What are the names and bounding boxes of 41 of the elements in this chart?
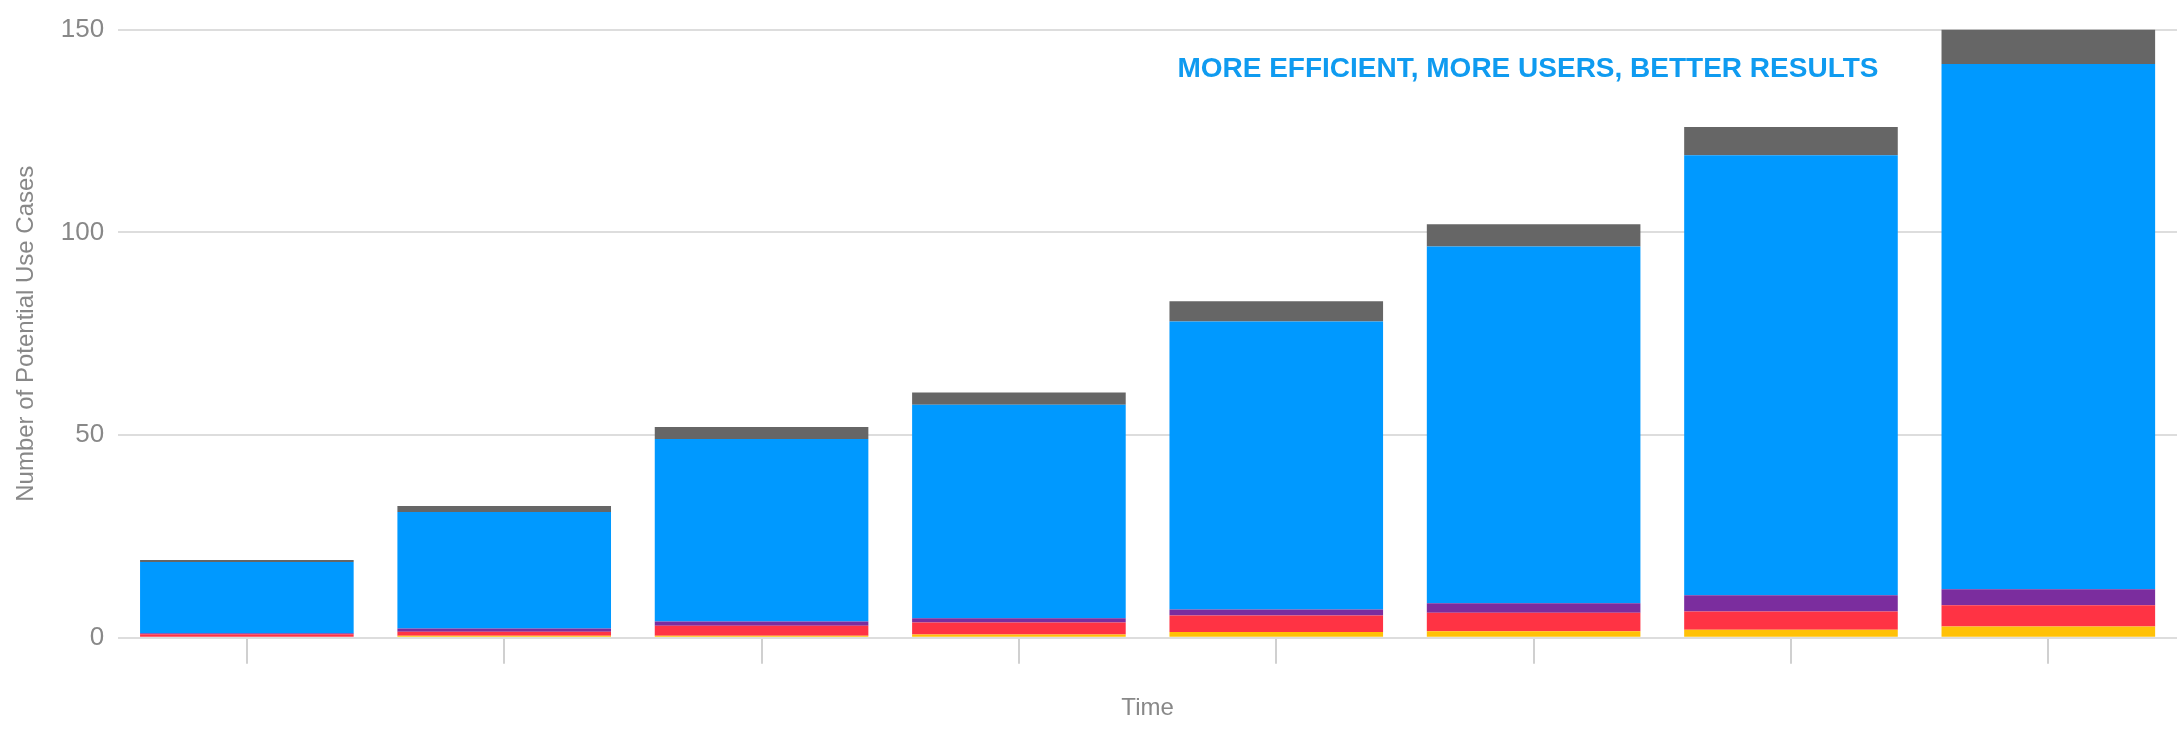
bar [654, 439, 869, 622]
bar [1684, 126, 1898, 156]
bar [912, 404, 1126, 619]
bar [1941, 589, 2156, 606]
y-tick-label: 100 [60, 215, 105, 246]
bar [1169, 632, 1384, 637]
bar [1426, 631, 1641, 637]
bar [912, 618, 1126, 623]
bar [1684, 155, 1898, 596]
bar [1941, 626, 2156, 637]
bar [1426, 603, 1641, 613]
bar [1941, 29, 2156, 65]
bar [1426, 612, 1641, 632]
bar [1169, 609, 1384, 616]
bar [1169, 615, 1384, 633]
bar [1426, 224, 1641, 247]
bar [1684, 595, 1898, 612]
annotation: MORE EFFICIENT, MORE USERS, BETTER RESULTS [1177, 52, 1879, 84]
bar [654, 625, 869, 636]
bar [1169, 321, 1384, 610]
bar [140, 561, 354, 634]
bar [140, 559, 354, 562]
bar [397, 631, 612, 636]
bar [654, 426, 869, 440]
y-axis-title: Number of Potential Use Cases [11, 165, 39, 502]
bar [912, 622, 1126, 635]
y-tick-label: 0 [89, 620, 105, 651]
y-tick-label: 50 [75, 418, 105, 449]
bar [912, 392, 1126, 405]
bar [397, 512, 612, 629]
x-axis-title: Time [1121, 693, 1174, 721]
y-tick-label: 150 [60, 12, 105, 43]
bar [1426, 246, 1641, 604]
bar [1941, 64, 2156, 590]
bar [1684, 629, 1898, 637]
bar [397, 506, 612, 513]
bar [1941, 605, 2156, 627]
bar [397, 628, 612, 632]
bar [1169, 301, 1384, 322]
bar [654, 621, 869, 626]
bar [1684, 611, 1898, 630]
